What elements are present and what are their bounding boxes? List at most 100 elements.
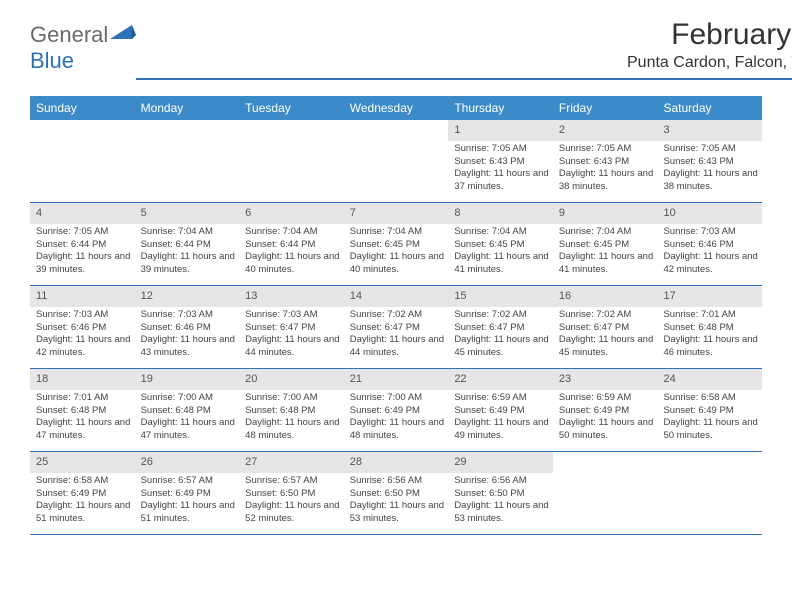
day-cell: 20Sunrise: 7:00 AMSunset: 6:48 PMDayligh… (239, 369, 344, 451)
day-cell: 29Sunrise: 6:56 AMSunset: 6:50 PMDayligh… (448, 452, 553, 534)
day-number: 26 (135, 452, 240, 473)
sunset-line: Sunset: 6:44 PM (245, 239, 340, 252)
sunrise-line: Sunrise: 7:03 AM (36, 309, 131, 322)
day-number: 28 (344, 452, 449, 473)
weekday-header-tuesday: Tuesday (239, 96, 344, 120)
sunrise-line: Sunrise: 7:04 AM (245, 226, 340, 239)
sunrise-line: Sunrise: 6:56 AM (454, 475, 549, 488)
day-cell: 28Sunrise: 6:56 AMSunset: 6:50 PMDayligh… (344, 452, 449, 534)
daylight-line: Daylight: 11 hours and 47 minutes. (36, 417, 131, 443)
day-info: Sunrise: 7:01 AMSunset: 6:48 PMDaylight:… (34, 392, 131, 443)
day-cell: 24Sunrise: 6:58 AMSunset: 6:49 PMDayligh… (657, 369, 762, 451)
sunrise-line: Sunrise: 6:56 AM (350, 475, 445, 488)
day-cell-empty: . (344, 120, 449, 202)
day-cell: 7Sunrise: 7:04 AMSunset: 6:45 PMDaylight… (344, 203, 449, 285)
day-info: Sunrise: 7:02 AMSunset: 6:47 PMDaylight:… (452, 309, 549, 360)
daylight-line: Daylight: 11 hours and 47 minutes. (141, 417, 236, 443)
daylight-line: Daylight: 11 hours and 37 minutes. (454, 168, 549, 194)
day-number: 25 (30, 452, 135, 473)
sunset-line: Sunset: 6:50 PM (350, 488, 445, 501)
day-cell: 27 Sunrise: 6:57 AMSunset: 6:50 PMDayligh… (239, 452, 344, 534)
sunrise-line: Sunrise: 7:02 AM (350, 309, 445, 322)
daylight-line: Daylight: 11 hours and 53 minutes. (454, 500, 549, 526)
day-number: 21 (344, 369, 449, 390)
day-info: Sunrise: 6:56 AMSunset: 6:50 PMDaylight:… (348, 475, 445, 526)
sunset-line: Sunset: 6:45 PM (454, 239, 549, 252)
day-info: Sunrise: 7:05 AMSunset: 6:43 PMDaylight:… (452, 143, 549, 194)
week-row: 18Sunrise: 7:01 AMSunset: 6:48 PMDayligh… (30, 369, 762, 452)
day-cell-empty: . (553, 452, 658, 534)
day-info: Sunrise: 7:05 AMSunset: 6:43 PMDaylight:… (661, 143, 758, 194)
day-cell: 26Sunrise: 6:57 AMSunset: 6:49 PMDayligh… (135, 452, 240, 534)
sunrise-line: Sunrise: 7:03 AM (141, 309, 236, 322)
day-info: Sunrise: 6:57 AMSunset: 6:49 PMDaylight:… (139, 475, 236, 526)
sunrise-line: Sunrise: 7:01 AM (36, 392, 131, 405)
daylight-line: Daylight: 11 hours and 38 minutes. (559, 168, 654, 194)
location-subtitle: Punta Cardon, Falcon, Venezuela (136, 54, 792, 80)
sunrise-line: Sunrise: 7:04 AM (350, 226, 445, 239)
day-info: Sunrise: 7:04 AMSunset: 6:44 PMDaylight:… (243, 226, 340, 277)
day-info: Sunrise: 7:03 AMSunset: 6:47 PMDaylight:… (243, 309, 340, 360)
day-number: 2 (553, 120, 658, 141)
day-number: 27 (239, 452, 344, 473)
day-info: Sunrise: 7:05 AMSunset: 6:44 PMDaylight:… (34, 226, 131, 277)
sunset-line: Sunset: 6:44 PM (36, 239, 131, 252)
logo-triangle-icon (110, 23, 136, 46)
day-info: Sunrise: 7:00 AMSunset: 6:48 PMDaylight:… (139, 392, 236, 443)
day-number: 7 (344, 203, 449, 224)
sunset-line: Sunset: 6:49 PM (36, 488, 131, 501)
sunrise-line: Sunrise: 6:57 AM (245, 475, 340, 488)
sunrise-line: Sunrise: 7:00 AM (350, 392, 445, 405)
sunrise-line: Sunrise: 7:02 AM (454, 309, 549, 322)
day-info: Sunrise: 7:04 AMSunset: 6:45 PMDaylight:… (348, 226, 445, 277)
daylight-line: Daylight: 11 hours and 40 minutes. (350, 251, 445, 277)
weekday-header-monday: Monday (135, 96, 240, 120)
logo-text-blue: Blue (30, 48, 74, 73)
sunset-line: Sunset: 6:47 PM (559, 322, 654, 335)
sunrise-line: Sunrise: 7:02 AM (559, 309, 654, 322)
logo-text-general: General (30, 22, 108, 48)
day-number: 29 (448, 452, 553, 473)
day-number: 15 (448, 286, 553, 307)
day-number: 19 (135, 369, 240, 390)
daylight-line: Daylight: 11 hours and 45 minutes. (559, 334, 654, 360)
day-number: 23 (553, 369, 658, 390)
weekday-header-friday: Friday (553, 96, 658, 120)
day-cell: 19Sunrise: 7:00 AMSunset: 6:48 PMDayligh… (135, 369, 240, 451)
day-info: Sunrise: 7:04 AMSunset: 6:45 PMDaylight:… (557, 226, 654, 277)
day-cell: 12Sunrise: 7:03 AMSunset: 6:46 PMDayligh… (135, 286, 240, 368)
day-cell: 15Sunrise: 7:02 AMSunset: 6:47 PMDayligh… (448, 286, 553, 368)
daylight-line: Daylight: 11 hours and 52 minutes. (245, 500, 340, 526)
day-number: 20 (239, 369, 344, 390)
weeks-container: ....1Sunrise: 7:05 AMSunset: 6:43 PMDayl… (30, 120, 762, 535)
sunrise-line: Sunrise: 6:57 AM (141, 475, 236, 488)
day-number: 4 (30, 203, 135, 224)
sunset-line: Sunset: 6:44 PM (141, 239, 236, 252)
day-number: 5 (135, 203, 240, 224)
sunrise-line: Sunrise: 7:05 AM (663, 143, 758, 156)
sunset-line: Sunset: 6:48 PM (36, 405, 131, 418)
sunset-line: Sunset: 6:46 PM (36, 322, 131, 335)
week-row: 4Sunrise: 7:05 AMSunset: 6:44 PMDaylight… (30, 203, 762, 286)
sunset-line: Sunset: 6:48 PM (663, 322, 758, 335)
weekday-header-wednesday: Wednesday (344, 96, 449, 120)
daylight-line: Daylight: 11 hours and 44 minutes. (245, 334, 340, 360)
daylight-line: Daylight: 11 hours and 39 minutes. (36, 251, 131, 277)
sunset-line: Sunset: 6:47 PM (350, 322, 445, 335)
sunrise-line: Sunrise: 7:04 AM (559, 226, 654, 239)
sunset-line: Sunset: 6:47 PM (454, 322, 549, 335)
day-number: 8 (448, 203, 553, 224)
sunset-line: Sunset: 6:50 PM (245, 488, 340, 501)
day-cell-empty: . (30, 120, 135, 202)
sunset-line: Sunset: 6:48 PM (141, 405, 236, 418)
day-cell: 10Sunrise: 7:03 AMSunset: 6:46 PMDayligh… (657, 203, 762, 285)
sunrise-line: Sunrise: 6:59 AM (559, 392, 654, 405)
daylight-line: Daylight: 11 hours and 44 minutes. (350, 334, 445, 360)
month-year-title: February 2024 (136, 18, 792, 52)
day-cell: 9Sunrise: 7:04 AMSunset: 6:45 PMDaylight… (553, 203, 658, 285)
daylight-line: Daylight: 11 hours and 53 minutes. (350, 500, 445, 526)
weekday-header-thursday: Thursday (448, 96, 553, 120)
day-cell: 3Sunrise: 7:05 AMSunset: 6:43 PMDaylight… (657, 120, 762, 202)
day-cell: 13Sunrise: 7:03 AMSunset: 6:47 PMDayligh… (239, 286, 344, 368)
sunset-line: Sunset: 6:49 PM (559, 405, 654, 418)
